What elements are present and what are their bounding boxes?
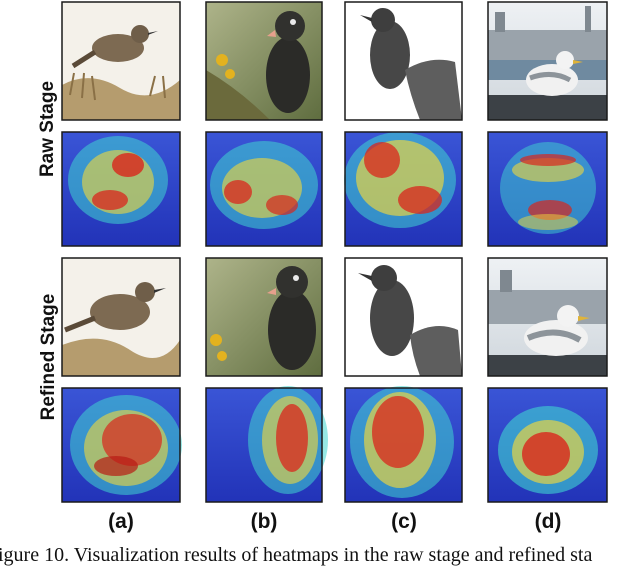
refined-photo-a	[61, 257, 181, 377]
raw-photo-d	[487, 1, 608, 121]
refined-heatmap-c	[344, 386, 463, 503]
column-label-b: (b)	[250, 510, 278, 533]
refined-photo-b	[205, 257, 323, 377]
raw-heatmap-a	[61, 131, 181, 247]
refined-photo-d	[487, 257, 608, 377]
figure-grid	[61, 1, 608, 503]
raw-photo-c	[344, 1, 463, 121]
raw-heatmap-b	[205, 131, 323, 247]
raw-photo-b	[205, 1, 323, 121]
column-label-a: (a)	[108, 510, 134, 533]
raw-photo-a	[61, 1, 181, 121]
figure-caption: igure 10. Visualization results of heatm…	[0, 544, 593, 566]
refined-heatmap-a	[61, 387, 182, 503]
refined-photo-c	[344, 257, 463, 377]
refined-heatmap-d	[487, 387, 608, 503]
raw-heatmap-d	[487, 131, 608, 247]
raw-heatmap-c	[344, 131, 463, 247]
column-label-c: (c)	[391, 510, 417, 533]
refined-heatmap-b	[205, 386, 328, 503]
column-label-d: (d)	[534, 510, 562, 533]
